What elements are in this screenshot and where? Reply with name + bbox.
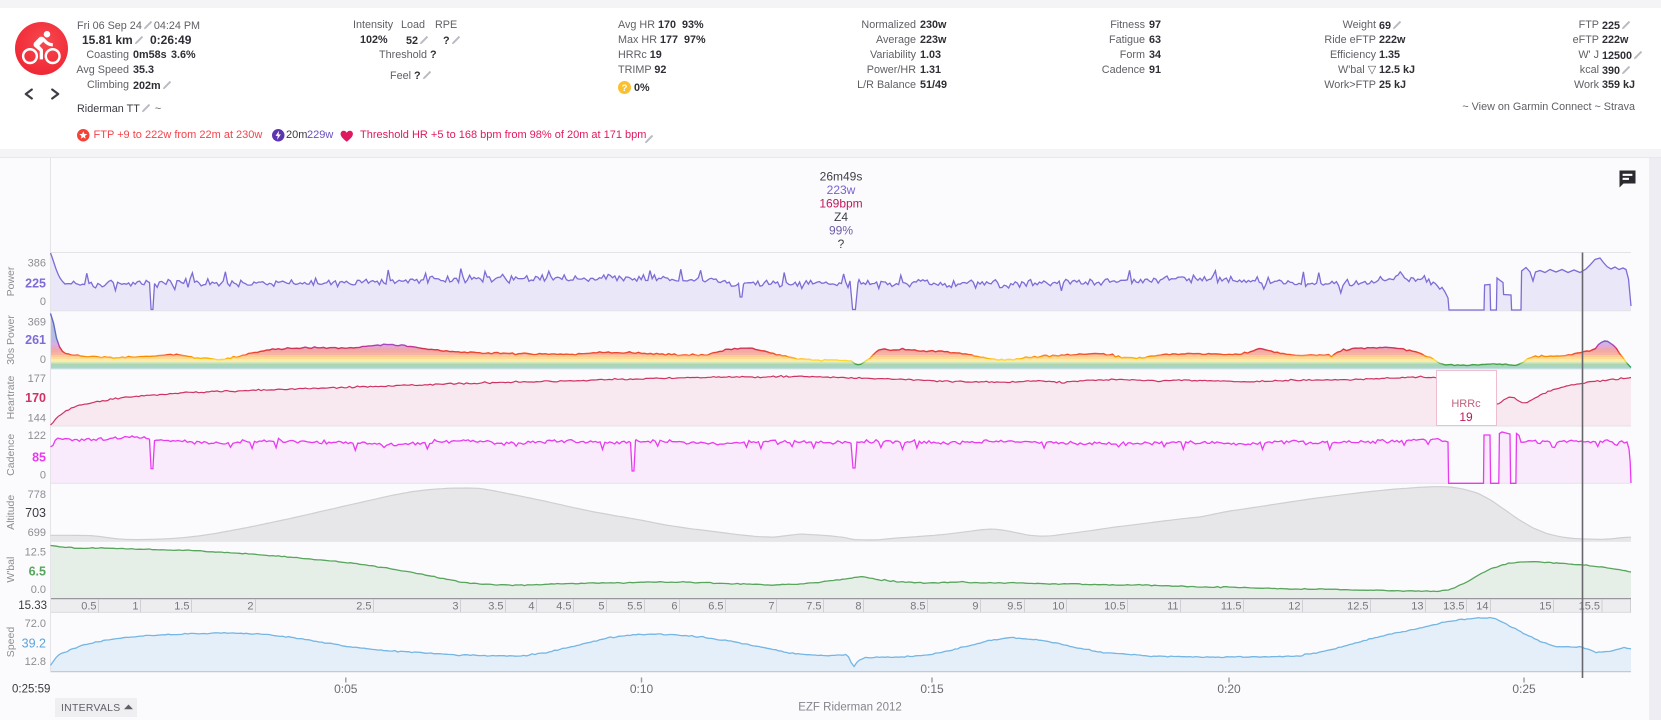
svg-text:2.5: 2.5 [356, 600, 371, 612]
svg-text:Speed: Speed [5, 627, 17, 658]
svg-text:3: 3 [452, 600, 458, 612]
svg-text:223w: 223w [827, 183, 856, 197]
svg-text:1.5: 1.5 [174, 600, 189, 612]
svg-text:30s Power: 30s Power [5, 315, 17, 365]
svg-text:39.2: 39.2 [22, 636, 46, 650]
svg-text:3.5: 3.5 [488, 600, 503, 612]
svg-text:5: 5 [598, 600, 604, 612]
svg-text:10.5: 10.5 [1104, 600, 1125, 612]
svg-text:Altitude: Altitude [5, 495, 17, 530]
svg-text:11.5: 11.5 [1221, 600, 1242, 612]
svg-text:699: 699 [28, 527, 46, 539]
svg-text:11: 11 [1167, 600, 1178, 612]
svg-text:99%: 99% [829, 224, 853, 238]
svg-text:261: 261 [25, 333, 46, 347]
svg-text:13: 13 [1411, 600, 1423, 612]
svg-text:5.5: 5.5 [627, 600, 642, 612]
svg-text:Power: Power [5, 266, 17, 296]
svg-text:10: 10 [1052, 600, 1064, 612]
svg-text:177: 177 [28, 373, 46, 385]
svg-text:369: 369 [28, 317, 46, 329]
svg-text:0:20: 0:20 [1217, 682, 1241, 696]
svg-text:EZF Riderman 2012: EZF Riderman 2012 [798, 702, 902, 714]
svg-text:0.5: 0.5 [81, 600, 96, 612]
svg-text:0: 0 [40, 469, 46, 481]
svg-text:0:10: 0:10 [630, 682, 654, 696]
svg-text:?: ? [838, 237, 845, 251]
svg-text:7.5: 7.5 [806, 600, 821, 612]
svg-text:144: 144 [28, 412, 46, 424]
svg-text:1: 1 [132, 600, 138, 612]
svg-text:Z4: Z4 [834, 210, 848, 224]
svg-text:169bpm: 169bpm [819, 197, 862, 211]
svg-text:778: 778 [28, 489, 46, 501]
svg-text:12: 12 [1288, 600, 1300, 612]
svg-text:8: 8 [855, 600, 861, 612]
svg-text:85: 85 [32, 451, 46, 465]
svg-text:12.8: 12.8 [25, 656, 46, 668]
svg-text:HRRc: HRRc [1451, 398, 1481, 410]
svg-text:19: 19 [1459, 410, 1473, 424]
svg-text:14: 14 [1476, 600, 1488, 612]
svg-text:8.5: 8.5 [910, 600, 925, 612]
svg-text:?: ? [622, 82, 628, 93]
svg-text:386: 386 [28, 258, 46, 270]
svg-text:9.5: 9.5 [1007, 600, 1022, 612]
svg-text:0:15: 0:15 [920, 682, 944, 696]
svg-text:72.0: 72.0 [25, 618, 46, 630]
svg-text:4.5: 4.5 [556, 600, 571, 612]
svg-text:9: 9 [972, 600, 978, 612]
svg-text:0:05: 0:05 [334, 682, 358, 696]
svg-text:6: 6 [671, 600, 677, 612]
svg-text:6.5: 6.5 [29, 564, 46, 578]
svg-text:0: 0 [40, 296, 46, 308]
svg-text:13.5: 13.5 [1443, 600, 1464, 612]
svg-text:0:25:59: 0:25:59 [12, 684, 50, 696]
svg-text:122: 122 [28, 430, 46, 442]
svg-text:15.33: 15.33 [18, 600, 47, 612]
svg-text:12.5: 12.5 [25, 546, 46, 558]
svg-text:225: 225 [25, 276, 46, 290]
svg-text:7: 7 [768, 600, 774, 612]
svg-text:4: 4 [528, 600, 534, 612]
svg-text:INTERVALS: INTERVALS [61, 703, 120, 714]
svg-text:6.5: 6.5 [708, 600, 723, 612]
svg-text:15.5: 15.5 [1579, 600, 1600, 612]
svg-text:12.5: 12.5 [1347, 600, 1368, 612]
svg-text:0:25: 0:25 [1512, 682, 1536, 696]
svg-text:Heartrate: Heartrate [5, 375, 17, 419]
svg-text:15: 15 [1539, 600, 1551, 612]
svg-text:26m49s: 26m49s [820, 170, 863, 184]
svg-text:W'bal: W'bal [5, 557, 17, 583]
svg-text:0: 0 [40, 354, 46, 366]
svg-text:2: 2 [247, 600, 253, 612]
svg-text:170: 170 [25, 391, 46, 405]
svg-text:Cadence: Cadence [5, 434, 17, 476]
svg-text:0.0: 0.0 [31, 584, 46, 596]
svg-text:703: 703 [25, 506, 46, 520]
